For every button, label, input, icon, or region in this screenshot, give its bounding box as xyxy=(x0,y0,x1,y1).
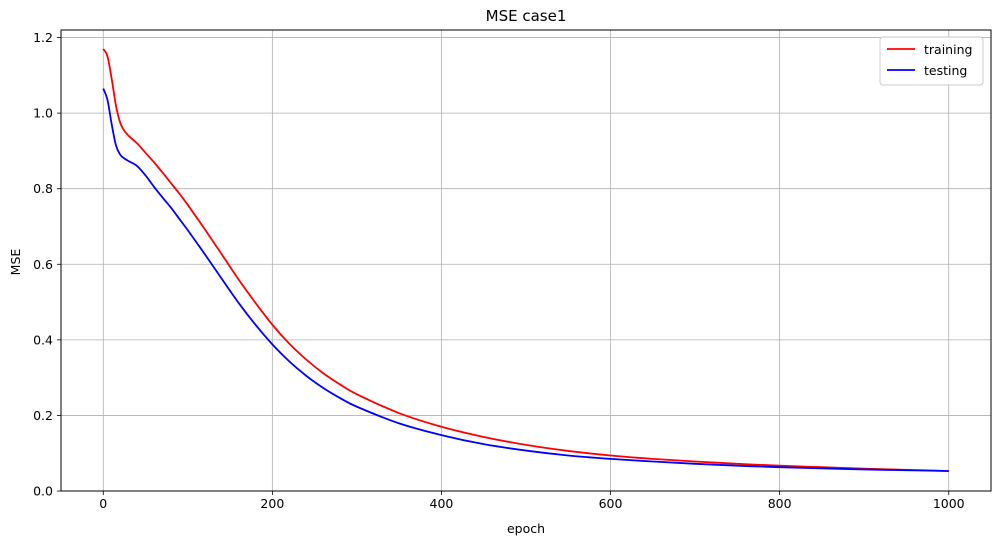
y-tick-label: 0.4 xyxy=(33,332,53,347)
legend-label-testing: testing xyxy=(924,63,967,78)
y-tick-label: 1.0 xyxy=(33,106,53,121)
x-axis-label: epoch xyxy=(507,521,545,536)
grid xyxy=(61,30,991,492)
x-tick-label: 0 xyxy=(99,496,107,511)
series-line-testing xyxy=(102,88,949,472)
x-axis: 0 200 400 600 800 1000 xyxy=(99,491,965,511)
y-tick-label: 0.0 xyxy=(33,484,53,499)
chart-title: MSE case1 xyxy=(486,7,567,25)
legend: training testing xyxy=(879,36,984,86)
x-tick-label: 600 xyxy=(599,496,623,511)
series-group xyxy=(102,48,949,472)
x-tick-label: 400 xyxy=(430,496,454,511)
y-tick-label: 0.8 xyxy=(33,181,53,196)
y-tick-label: 0.6 xyxy=(33,257,53,272)
y-axis: 0.0 0.2 0.4 0.6 0.8 1.0 1.2 xyxy=(33,30,61,499)
plot-frame xyxy=(60,29,992,492)
legend-label-training: training xyxy=(924,42,972,57)
y-tick-label: 1.2 xyxy=(33,30,53,45)
series-line-training xyxy=(102,48,949,472)
x-tick-label: 200 xyxy=(260,496,284,511)
x-tick-label: 1000 xyxy=(933,496,965,511)
y-tick-label: 0.2 xyxy=(33,408,53,423)
y-axis-label: MSE xyxy=(8,249,23,276)
x-tick-label: 800 xyxy=(768,496,792,511)
